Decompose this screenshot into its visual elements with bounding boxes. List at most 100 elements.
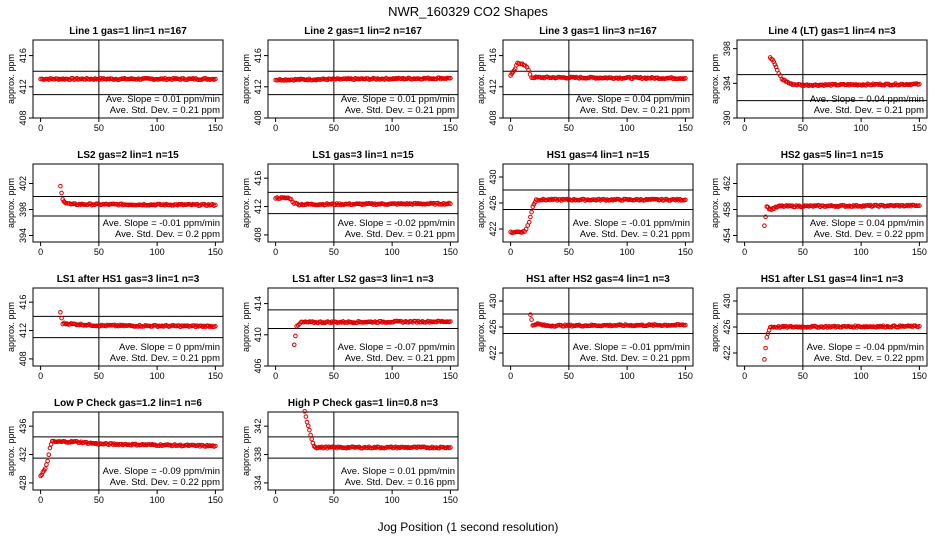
chart-title: Line 3 gas=1 lin=3 n=167 bbox=[539, 26, 657, 37]
chart-title: LS2 gas=2 lin=1 n=15 bbox=[77, 150, 179, 161]
chart-title: HS2 gas=5 lin=1 n=15 bbox=[781, 150, 884, 161]
data-point bbox=[523, 226, 529, 232]
y-tick-label: 416 bbox=[488, 48, 498, 63]
data-point bbox=[304, 419, 310, 425]
data-point bbox=[213, 76, 218, 82]
x-tick-label: 100 bbox=[385, 371, 400, 381]
data-point bbox=[42, 466, 48, 471]
data-point bbox=[213, 202, 218, 208]
data-point bbox=[59, 190, 64, 196]
x-tick-label: 150 bbox=[443, 247, 458, 257]
y-axis-label: approx. ppm bbox=[6, 178, 16, 228]
x-tick-label: 100 bbox=[620, 371, 635, 381]
plot-frame bbox=[32, 39, 224, 119]
y-axis-label: approx. ppm bbox=[476, 302, 486, 352]
y-tick-label: 432 bbox=[18, 447, 28, 462]
slope-annotation: Ave. Slope = -0.07 ppm/min bbox=[338, 342, 455, 353]
y-tick-label: 416 bbox=[18, 295, 28, 310]
x-tick-label: 150 bbox=[208, 247, 223, 257]
chart-title: HS1 after HS2 gas=4 lin=1 n=3 bbox=[526, 274, 670, 285]
plot-frame bbox=[32, 411, 224, 491]
plot-frame bbox=[736, 39, 928, 119]
y-axis-label: approx. ppm bbox=[241, 426, 251, 476]
stddev-annotation: Ave. Std. Dev. = 0.22 ppm bbox=[110, 477, 220, 488]
x-tick-label: 150 bbox=[678, 371, 693, 381]
chart-panel: Line 3 gas=1 lin=3 n=167 408 412 416 0 50 100 1… bbox=[476, 26, 694, 133]
slope-annotation: Ave. Slope = -0.02 ppm/min bbox=[338, 218, 455, 229]
y-axis-label: approx. ppm bbox=[710, 178, 720, 228]
x-tick-label: 100 bbox=[620, 123, 635, 133]
data-point bbox=[526, 67, 531, 73]
data-point bbox=[448, 319, 453, 324]
y-tick-label: 412 bbox=[488, 79, 498, 94]
y-tick-label: 342 bbox=[253, 419, 263, 434]
x-tick-label: 50 bbox=[329, 371, 339, 381]
chart-title: Line 1 gas=1 lin=1 n=167 bbox=[69, 26, 187, 37]
y-tick-label: 402 bbox=[18, 176, 28, 191]
data-point bbox=[526, 219, 532, 225]
x-tick-label: 0 bbox=[508, 247, 513, 257]
data-point bbox=[764, 335, 770, 340]
stddev-annotation: Ave. Std. Dev. = 0.21 ppm bbox=[345, 229, 455, 240]
x-tick-label: 50 bbox=[94, 495, 104, 505]
figure-x-axis-label: Jog Position (1 second resolution) bbox=[378, 520, 559, 534]
x-tick-label: 150 bbox=[678, 247, 693, 257]
panel-grid: Line 1 gas=1 lin=1 n=167 408 412 416 0 50 100 1… bbox=[6, 26, 928, 505]
y-tick-label: 454 bbox=[722, 228, 732, 243]
x-tick-label: 100 bbox=[150, 247, 165, 257]
x-tick-label: 150 bbox=[443, 371, 458, 381]
x-tick-label: 100 bbox=[150, 123, 165, 133]
x-tick-label: 150 bbox=[443, 123, 458, 133]
x-tick-label: 50 bbox=[329, 123, 339, 133]
data-point bbox=[917, 324, 922, 329]
data-point bbox=[213, 443, 218, 449]
chart-title: HS1 after LS1 gas=4 lin=1 n=3 bbox=[761, 274, 904, 285]
y-tick-label: 398 bbox=[722, 41, 732, 56]
stddev-annotation: Ave. Std. Dev. = 0.22 ppm bbox=[814, 353, 924, 364]
data-point bbox=[762, 357, 767, 362]
y-axis-label: approx. ppm bbox=[476, 54, 486, 104]
y-axis-label: approx. ppm bbox=[476, 178, 486, 228]
chart-panel: Line 1 gas=1 lin=1 n=167 408 412 416 0 50 100 1… bbox=[6, 26, 224, 133]
x-tick-label: 50 bbox=[94, 247, 104, 257]
stddev-annotation: Ave. Std. Dev. = 0.21 ppm bbox=[580, 353, 690, 364]
data-point bbox=[308, 432, 313, 438]
stddev-annotation: Ave. Std. Dev. = 0.21 ppm bbox=[110, 353, 220, 364]
x-tick-label: 150 bbox=[208, 495, 223, 505]
x-tick-label: 150 bbox=[208, 371, 223, 381]
slope-annotation: Ave. Slope = -0.01 ppm/min bbox=[573, 342, 690, 353]
stddev-annotation: Ave. Std. Dev. = 0.22 ppm bbox=[814, 229, 924, 240]
slope-annotation: Ave. Slope = 0.01 ppm/min bbox=[341, 94, 455, 105]
x-tick-label: 50 bbox=[798, 371, 808, 381]
chart-panel: HS1 gas=4 lin=1 n=15 422 426 430 0 50 100 150 ap… bbox=[476, 150, 694, 257]
data-point bbox=[59, 315, 64, 321]
figure-title: NWR_160329 CO2 Shapes bbox=[388, 4, 548, 19]
y-axis-label: approx. ppm bbox=[710, 54, 720, 104]
plot-frame bbox=[32, 287, 224, 367]
stddev-annotation: Ave. Std. Dev. = 0.21 ppm bbox=[580, 105, 690, 116]
y-tick-label: 416 bbox=[253, 171, 263, 186]
y-tick-label: 408 bbox=[253, 110, 263, 125]
chart-title: Line 4 (LT) gas=1 lin=4 n=3 bbox=[768, 26, 896, 37]
data-point bbox=[528, 214, 533, 220]
chart-panel: HS1 after LS1 gas=4 lin=1 n=3 422 426 430 0 5… bbox=[710, 274, 928, 381]
y-tick-label: 458 bbox=[722, 202, 732, 217]
x-tick-label: 150 bbox=[912, 123, 927, 133]
x-tick-label: 100 bbox=[385, 495, 400, 505]
y-tick-label: 416 bbox=[18, 48, 28, 63]
y-tick-label: 426 bbox=[488, 195, 498, 210]
y-tick-label: 410 bbox=[253, 327, 263, 342]
y-tick-label: 426 bbox=[488, 319, 498, 334]
data-point bbox=[58, 310, 63, 315]
chart-panel: Line 4 (LT) gas=1 lin=4 n=3 390 394 398 0 50 1… bbox=[710, 26, 928, 133]
y-tick-label: 428 bbox=[18, 475, 28, 490]
x-tick-label: 150 bbox=[912, 247, 927, 257]
data-point bbox=[772, 62, 778, 67]
y-tick-label: 338 bbox=[253, 447, 263, 462]
x-tick-label: 50 bbox=[94, 371, 104, 381]
y-tick-label: 408 bbox=[18, 351, 28, 366]
x-tick-label: 100 bbox=[385, 247, 400, 257]
chart-panel: LS2 gas=2 lin=1 n=15 394 398 402 0 50 100 150 ap… bbox=[6, 150, 224, 257]
